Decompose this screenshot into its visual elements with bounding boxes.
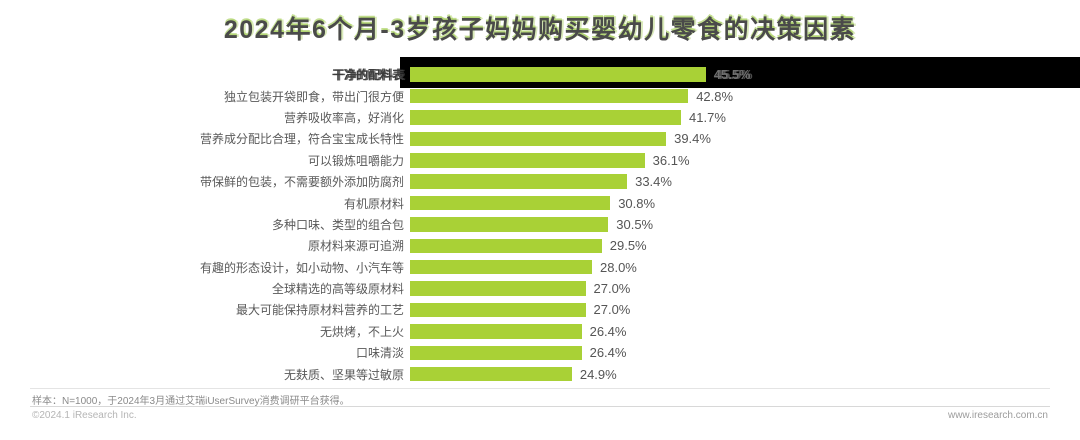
bar-chart: 干净的配料表 45.5% 独立包装开袋即食，带出门很方便 42.8% 营养吸收率高，好消… xyxy=(30,57,1080,385)
bar-row: 无麸质、坚果等过敏原 24.9% xyxy=(30,363,1080,384)
bar xyxy=(410,302,586,318)
value-label: 33.4% xyxy=(635,174,672,190)
bar xyxy=(410,88,689,104)
category-label: 全球精选的高等级原材料 xyxy=(271,282,404,297)
bar-row: 原材料来源可追溯 29.5% xyxy=(30,235,1080,256)
bar xyxy=(410,366,572,382)
bar-row: 营养成分配比合理，符合宝宝成长特性 39.4% xyxy=(30,128,1080,149)
value-label: 39.4% xyxy=(674,131,711,147)
category-label: 有趣的形态设计，如小动物、小汽车等 xyxy=(199,260,404,275)
bar-row: 独立包装开袋即食，带出门很方便 42.8% xyxy=(30,85,1080,106)
bar xyxy=(410,174,628,189)
category-label: 口味清淡 xyxy=(355,346,404,361)
bar xyxy=(410,110,682,125)
value-label: 42.8% xyxy=(696,88,734,104)
value-label: 26.4% xyxy=(589,323,627,339)
bar xyxy=(410,238,602,254)
bar-row: 营养吸收率高，好消化 41.7% xyxy=(30,107,1080,128)
category-label: 无烘烤，不上火 xyxy=(319,324,404,339)
bar-track: 33.4% xyxy=(410,171,1080,192)
value-label: 41.7% xyxy=(689,109,726,125)
bar-row: 有趣的形态设计，如小动物、小汽车等 28.0% xyxy=(30,257,1080,278)
value-label: 30.5% xyxy=(616,216,654,232)
category-label: 有机原材料 xyxy=(343,196,404,211)
bar xyxy=(410,324,582,339)
footer-divider-bottom xyxy=(30,406,1050,407)
bar xyxy=(410,217,609,232)
category-label: 可以锻炼咀嚼能力 xyxy=(307,153,404,168)
bar-row: 有机原材料 30.8% xyxy=(30,192,1080,213)
bar-row: 多种口味、类型的组合包 30.5% xyxy=(30,214,1080,235)
copyright-text: ©2024.1 iResearch Inc. xyxy=(32,410,137,421)
value-label: 28.0% xyxy=(600,259,637,275)
bar xyxy=(410,259,592,275)
category-label: 营养成分配比合理，符合宝宝成长特性 xyxy=(199,132,404,147)
bar-track: 27.0% xyxy=(410,278,1080,299)
value-label: 45.5% xyxy=(713,67,751,83)
website-link: www.iresearch.com.cn xyxy=(947,410,1048,421)
chart-title: 2024年6个月-3岁孩子妈妈购买婴幼儿零食的决策因素 xyxy=(223,16,857,44)
category-label: 干净的配料表 xyxy=(331,68,404,83)
bar-track: 41.7% xyxy=(410,107,1080,128)
bar-track: 26.4% xyxy=(410,342,1080,363)
value-label: 24.9% xyxy=(579,366,617,382)
value-label: 36.1% xyxy=(652,152,690,168)
bar-track: 42.8% xyxy=(410,85,1080,106)
bar-row: 全球精选的高等级原材料 27.0% xyxy=(30,278,1080,299)
category-label: 原材料来源可追溯 xyxy=(307,239,404,254)
bar xyxy=(410,153,645,168)
category-label: 营养吸收率高，好消化 xyxy=(283,110,404,125)
value-label: 30.8% xyxy=(618,195,656,211)
footer-divider-top xyxy=(30,388,1050,389)
bar-row: 带保鲜的包装，不需要额外添加防腐剂 33.4% xyxy=(30,171,1080,192)
bar xyxy=(410,67,706,82)
category-label: 最大可能保持原材料营养的工艺 xyxy=(235,303,404,318)
bar xyxy=(410,131,667,147)
bar-row: 无烘烤，不上火 26.4% xyxy=(30,321,1080,342)
sample-note: 样本：N=1000，于2024年3月通过艾瑞iUserSurvey消费调研平台获… xyxy=(32,396,350,407)
bar-track: 26.4% xyxy=(410,321,1080,342)
bar-track: 29.5% xyxy=(410,235,1080,256)
category-label: 独立包装开袋即食，带出门很方便 xyxy=(223,89,404,104)
bar-track: 27.0% xyxy=(410,299,1080,320)
category-label: 无麸质、坚果等过敏原 xyxy=(283,367,404,382)
value-label: 27.0% xyxy=(593,302,631,318)
value-label: 27.0% xyxy=(593,281,631,297)
bar-track: 30.8% xyxy=(410,192,1080,213)
bar xyxy=(410,195,611,211)
bar xyxy=(410,281,586,296)
bar-track: 30.5% xyxy=(410,214,1080,235)
value-label: 29.5% xyxy=(609,238,647,254)
bar-row: 最大可能保持原材料营养的工艺 27.0% xyxy=(30,299,1080,320)
bar-track: 45.5% xyxy=(410,64,1080,85)
bar-row: 口味清淡 26.4% xyxy=(30,342,1080,363)
bar-track: 28.0% xyxy=(410,257,1080,278)
bar xyxy=(410,345,582,361)
category-label: 带保鲜的包装，不需要额外添加防腐剂 xyxy=(199,175,404,190)
value-label: 26.4% xyxy=(589,345,627,361)
bar-track: 36.1% xyxy=(410,150,1080,171)
category-label: 多种口味、类型的组合包 xyxy=(271,217,404,232)
bar-row: 可以锻炼咀嚼能力 36.1% xyxy=(30,150,1080,171)
bar-row: 干净的配料表 45.5% xyxy=(30,57,1080,88)
bar-track: 24.9% xyxy=(410,363,1080,384)
bar-track: 39.4% xyxy=(410,128,1080,149)
